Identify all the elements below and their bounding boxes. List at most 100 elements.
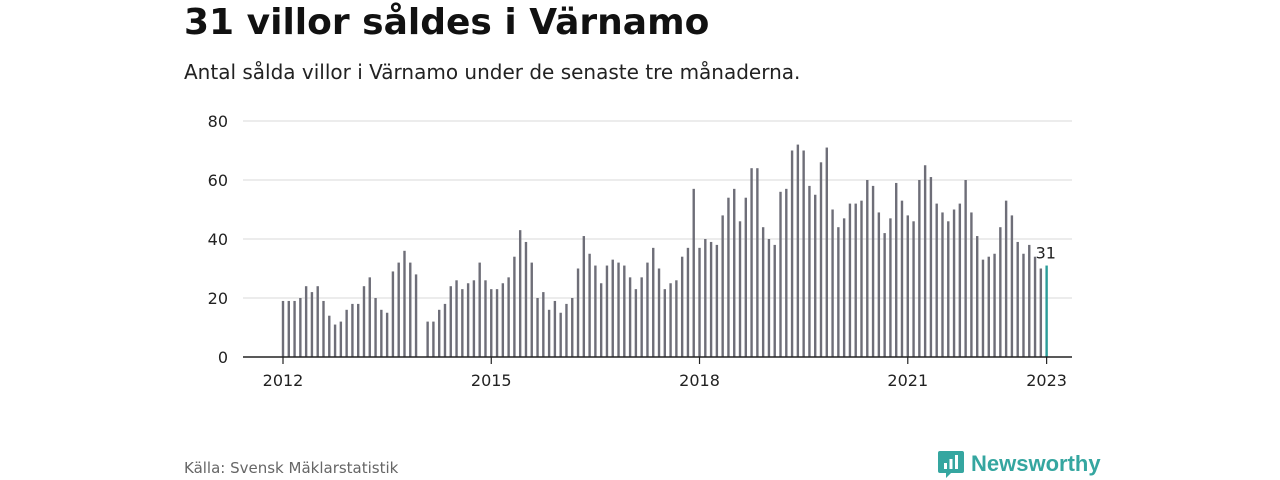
bar (1016, 241, 1019, 357)
bar (617, 262, 620, 357)
bar (854, 203, 857, 357)
bar (744, 197, 747, 357)
bar (929, 177, 933, 357)
bar (964, 180, 967, 357)
bar (866, 180, 869, 357)
bar (871, 185, 875, 357)
bar (652, 247, 655, 357)
bar (316, 286, 319, 357)
highlight-value-label: 31 (1036, 244, 1056, 263)
bar (1028, 244, 1031, 357)
bar (952, 209, 956, 357)
bar (455, 280, 458, 357)
bar (779, 191, 782, 357)
bar (680, 256, 684, 357)
bar (380, 309, 383, 357)
bar (478, 262, 481, 357)
bar (333, 324, 337, 357)
bar (328, 315, 331, 357)
bar (605, 265, 609, 357)
newsworthy-logo[interactable]: Newsworthy (937, 449, 1101, 479)
chart-subtitle: Antal sålda villor i Värnamo under de se… (184, 60, 801, 84)
bar (883, 233, 886, 357)
bar (484, 280, 487, 357)
bar (594, 265, 597, 357)
bar (923, 165, 927, 357)
bar (767, 239, 771, 357)
bar (947, 221, 950, 357)
bar (345, 309, 348, 357)
bar (293, 300, 296, 357)
bar (472, 280, 476, 357)
x-tick-label: 2021 (887, 371, 928, 390)
bar (970, 212, 973, 357)
bar (733, 188, 736, 357)
bar (495, 289, 499, 357)
bar (524, 241, 528, 357)
bar (727, 197, 730, 357)
bar (623, 265, 626, 357)
bar (900, 200, 904, 357)
bar (559, 312, 562, 357)
bar (582, 236, 586, 357)
bar (790, 150, 794, 357)
bar-highlight (1045, 265, 1048, 357)
bar (374, 298, 377, 357)
bar (518, 230, 522, 357)
gridlines (243, 120, 1072, 299)
bar (1004, 200, 1008, 357)
x-tick-label: 2018 (679, 371, 720, 390)
bar (819, 162, 823, 357)
bar (281, 300, 285, 357)
source-credit: Källa: Svensk Mäklarstatistik (184, 459, 399, 477)
bar (553, 300, 557, 357)
bar (628, 277, 632, 357)
bar (918, 180, 921, 357)
bar (1033, 256, 1037, 357)
bar (935, 203, 938, 357)
bar (391, 271, 395, 357)
bar (443, 303, 447, 357)
bar (501, 283, 505, 357)
bar (831, 209, 834, 357)
x-tick-label: 2023 (1026, 371, 1067, 390)
bar (675, 280, 678, 357)
bar (704, 239, 707, 357)
bar (686, 247, 690, 357)
bar (1010, 215, 1014, 357)
bar (449, 286, 452, 357)
bar (438, 309, 441, 357)
bar (368, 277, 371, 357)
y-tick-label: 0 (218, 348, 228, 367)
bar (507, 277, 510, 357)
bar (414, 274, 418, 357)
bar (750, 168, 753, 357)
brand-name: Newsworthy (971, 451, 1101, 476)
bar (709, 241, 713, 357)
bar (987, 256, 990, 357)
y-tick-label: 40 (208, 230, 228, 249)
bar (825, 147, 828, 357)
bar (403, 250, 406, 357)
bar (895, 182, 898, 357)
bar (802, 150, 805, 357)
bar (304, 286, 308, 357)
bar (761, 227, 765, 357)
bar (536, 298, 539, 357)
bar (837, 227, 840, 357)
axis-labels: 0 20 40 60 80 31 2012 2015 2018 2021 2023 (208, 112, 1067, 390)
bar (981, 259, 985, 357)
bar (461, 289, 464, 357)
bar (808, 185, 811, 357)
bar-chart: 0 20 40 60 80 31 2012 2015 2018 2021 2023 (208, 112, 1072, 390)
x-tick-label: 2012 (263, 371, 304, 390)
bar (669, 283, 672, 357)
chart-title: 31 villor såldes i Värnamo (184, 2, 710, 43)
bar (362, 286, 366, 357)
x-tick-label: 2015 (471, 371, 512, 390)
bar (310, 292, 314, 357)
bar (657, 268, 661, 357)
bar (513, 256, 516, 357)
bar (715, 244, 719, 357)
bar (842, 218, 846, 357)
